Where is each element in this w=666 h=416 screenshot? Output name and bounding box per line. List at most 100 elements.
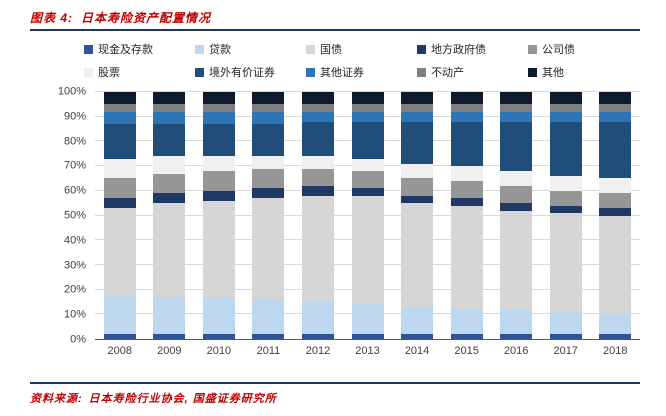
bar-segment-2012-地方政府债	[301, 185, 334, 196]
bar-2009	[153, 92, 186, 339]
legend-label: 不动产	[431, 67, 464, 79]
bar-segment-2011-其他证券	[252, 111, 285, 125]
bar-segment-2013-其他证券	[351, 111, 384, 122]
bar-segment-2010-股票	[202, 156, 235, 172]
bar-segment-2015-境外有价证券	[450, 121, 483, 167]
bar-segment-2018-境外有价证券	[599, 121, 632, 179]
y-tick-label: 50%	[63, 209, 86, 222]
bar-segment-2016-其他	[500, 92, 533, 105]
bar-segment-2012-现金及存款	[301, 334, 334, 339]
bar-segment-2010-其他证券	[202, 111, 235, 125]
bar-segment-2011-地方政府债	[252, 188, 285, 199]
bar-2008	[103, 92, 136, 339]
bar-segment-2011-不动产	[252, 104, 285, 112]
x-label-2012: 2012	[305, 345, 331, 357]
legend-item-公司债: 公司债	[528, 41, 639, 57]
legend-swatch	[84, 44, 93, 54]
bar-segment-2009-不动产	[153, 104, 186, 112]
bar-segment-2016-现金及存款	[500, 334, 533, 339]
bar-segment-2011-其他	[252, 92, 285, 105]
legend-item-股票: 股票	[84, 64, 195, 80]
bar-segment-2016-不动产	[500, 104, 533, 112]
bar-segment-2009-国债	[153, 203, 186, 298]
x-label-2017: 2017	[553, 345, 578, 357]
bar-segment-2015-其他	[450, 92, 483, 105]
legend-swatch	[528, 44, 537, 54]
bar-segment-2009-股票	[153, 156, 186, 174]
bar-segment-2015-地方政府债	[450, 198, 483, 206]
bar-segment-2017-现金及存款	[549, 334, 582, 339]
bar-segment-2009-地方政府债	[153, 193, 186, 204]
bar-segment-2013-股票	[351, 158, 384, 172]
bar-segment-2017-贷款	[549, 311, 582, 335]
source-divider	[30, 382, 640, 384]
bar-2013	[351, 92, 384, 339]
legend-swatch	[417, 67, 426, 77]
bar-segment-2014-股票	[401, 163, 434, 179]
bar-segment-2008-其他证券	[103, 111, 136, 125]
bar-slot-2016	[491, 92, 541, 339]
legend-swatch	[528, 67, 537, 77]
title-divider	[30, 29, 640, 31]
bar-segment-2013-现金及存款	[351, 334, 384, 339]
legend-label: 股票	[98, 67, 120, 79]
y-tick-label: 80%	[63, 135, 86, 148]
legend-swatch	[306, 67, 315, 77]
legend-item-境外有价证券: 境外有价证券	[195, 64, 306, 80]
bar-segment-2017-其他	[549, 92, 582, 105]
bar-segment-2018-地方政府债	[599, 208, 632, 216]
bar-segment-2012-境外有价证券	[301, 121, 334, 157]
legend-label: 现金及存款	[98, 44, 153, 56]
y-tick-label: 70%	[63, 159, 86, 172]
bar-segment-2014-其他证券	[401, 111, 434, 122]
bar-segment-2014-国债	[401, 203, 434, 307]
bar-segment-2017-其他证券	[549, 111, 582, 122]
bar-segment-2013-境外有价证券	[351, 121, 384, 159]
bar-segment-2017-股票	[549, 176, 582, 191]
bar-segment-2015-其他证券	[450, 111, 483, 122]
bar-segment-2016-国债	[500, 210, 533, 310]
bar-segment-2012-股票	[301, 156, 334, 169]
bar-2014	[401, 92, 434, 339]
bar-segment-2011-股票	[252, 156, 285, 169]
figure-number: 图表 4:	[30, 11, 74, 25]
y-tick-label: 20%	[63, 283, 86, 296]
bar-segment-2010-公司债	[202, 171, 235, 191]
x-axis: 2008 2009 2010 2011 2012 2013 2014 2015 2016 2017…	[95, 345, 640, 357]
bar-segment-2018-现金及存款	[599, 334, 632, 339]
bar-segment-2009-贷款	[153, 297, 186, 335]
bar-segment-2014-不动产	[401, 104, 434, 112]
bar-segment-2012-贷款	[301, 301, 334, 335]
y-axis: 0% 10% 20% 30% 40% 50% 60% 70% 80% 90% 100%	[38, 86, 90, 345]
y-tick-label: 90%	[63, 110, 86, 123]
bar-slot-2018	[590, 92, 640, 339]
bar-segment-2013-公司债	[351, 171, 384, 189]
bar-segment-2013-不动产	[351, 104, 384, 112]
legend-label: 贷款	[209, 44, 231, 56]
bar-segment-2009-其他证券	[153, 111, 186, 125]
bar-2016	[500, 92, 533, 339]
bar-segment-2009-公司债	[153, 173, 186, 194]
bar-slot-2014	[392, 92, 442, 339]
bar-2017	[549, 92, 582, 339]
bar-segment-2011-现金及存款	[252, 334, 285, 339]
bar-segment-2016-公司债	[500, 185, 533, 204]
bar-slot-2010	[194, 92, 244, 339]
bar-segment-2016-股票	[500, 171, 533, 186]
bar-segment-2018-其他证券	[599, 111, 632, 122]
bar-slot-2009	[145, 92, 195, 339]
bar-slot-2008	[95, 92, 145, 339]
bar-segment-2012-其他证券	[301, 111, 334, 122]
x-label-2010: 2010	[206, 345, 232, 357]
bar-2011	[252, 92, 285, 339]
bar-segment-2008-现金及存款	[103, 334, 136, 339]
bar-segment-2016-贷款	[500, 309, 533, 335]
bar-segment-2009-境外有价证券	[153, 124, 186, 157]
legend-swatch	[84, 67, 93, 77]
bar-segment-2011-公司债	[252, 168, 285, 189]
bar-segment-2013-国债	[351, 195, 384, 305]
x-label-2009: 2009	[157, 345, 182, 357]
bar-segment-2018-股票	[599, 178, 632, 194]
bar-segment-2013-其他	[351, 92, 384, 105]
bar-segment-2013-地方政府债	[351, 188, 384, 196]
